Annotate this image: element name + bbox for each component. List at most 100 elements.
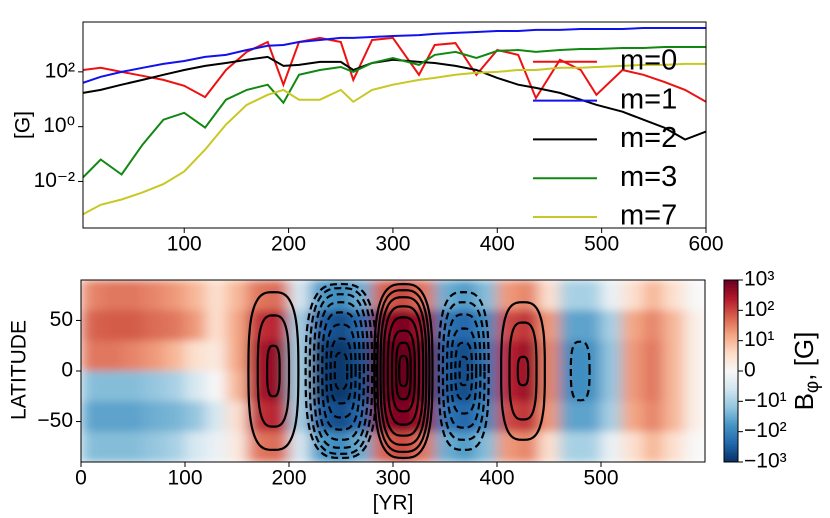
colorbar-swatch (724, 341, 738, 344)
heatmap-cell (164, 371, 186, 402)
heatmap-cell (81, 280, 103, 311)
heatmap-cell (663, 431, 685, 462)
heatmap-cell (122, 310, 144, 342)
heatmap-cell (101, 280, 124, 311)
heatmap-cell (164, 310, 186, 342)
heatmap-cell (559, 280, 581, 311)
colorbar-swatch (724, 320, 738, 323)
heatmap-cell (559, 371, 581, 402)
heatmap-cell (538, 280, 560, 311)
x-tick-label: 100 (167, 467, 202, 490)
heatmap-cell (81, 371, 103, 402)
heatmap-cell (143, 340, 165, 372)
colorbar-swatch (724, 419, 738, 422)
heatmap-cell (247, 401, 269, 433)
colorbar-swatch (724, 372, 738, 375)
heatmap-cell (143, 371, 165, 402)
colorbar-swatch (724, 390, 738, 393)
colorbar-swatch (724, 429, 738, 432)
contour-line (321, 311, 361, 431)
colorbar-swatch (724, 303, 738, 307)
heatmap-cell (580, 340, 602, 372)
contour-line (569, 340, 591, 402)
heatmap-cell (497, 431, 519, 462)
heatmap-cell (642, 431, 664, 462)
colorbar-swatch (724, 358, 738, 361)
colorbar-swatch (724, 291, 738, 294)
colorbar-swatch (724, 375, 738, 378)
heatmap-cell (143, 310, 165, 342)
colorbar-swatch (724, 299, 738, 302)
plot-area (83, 27, 706, 216)
heatmap-cell (101, 310, 124, 342)
heatmap-cell (601, 431, 623, 462)
heatmap-cell (81, 310, 103, 342)
heatmap-cell (268, 310, 290, 342)
contour-line (508, 321, 538, 421)
colorbar-swatch (724, 411, 738, 414)
heatmap-cell (580, 371, 602, 402)
heatmap-cell (289, 280, 311, 311)
colorbar-swatch (724, 394, 738, 398)
contours (247, 282, 591, 460)
colorbar-swatch (724, 393, 738, 396)
heatmap-cell (393, 280, 415, 311)
heatmap-cell (621, 431, 644, 462)
x-tick-label: 300 (375, 233, 410, 256)
colorbar-swatch (724, 338, 738, 341)
legend-label: m=7 (620, 200, 677, 232)
heatmap-cell (601, 280, 623, 311)
heatmap-cell (185, 340, 207, 372)
heatmap-cell (205, 280, 228, 311)
colorbar-swatch (724, 401, 738, 404)
colorbar-swatch (724, 448, 738, 451)
colorbar-swatch (724, 385, 738, 388)
x-tick-label: 0 (75, 467, 87, 490)
heatmap-cell (226, 340, 248, 372)
heatmap-cell (122, 401, 144, 433)
colorbar-swatch (724, 281, 738, 284)
heatmap-cell (164, 401, 186, 433)
heatmap-cell (476, 371, 498, 402)
colorbar-swatch (724, 302, 738, 305)
contour-line (266, 344, 281, 398)
heatmap-cell (476, 431, 498, 462)
colorbar-swatch (724, 425, 738, 428)
colorbar-swatch (724, 316, 738, 319)
heatmap-cell (621, 371, 644, 402)
heatmap-cell (205, 310, 228, 342)
colorbar-swatch (724, 452, 738, 455)
heatmap-cell (309, 401, 332, 433)
contour-line (450, 327, 478, 415)
heatmap-cell (663, 401, 685, 433)
heatmap-cell (684, 401, 705, 433)
series-line (83, 36, 706, 103)
heatmap-cell (164, 280, 186, 311)
heatmap-cell (226, 310, 248, 342)
colorbar-swatch (724, 305, 738, 308)
heatmap-cell (476, 340, 498, 372)
contour-line (379, 296, 428, 446)
contour-line (373, 282, 434, 460)
heatmap-cell (122, 340, 144, 372)
colorbar-swatch (724, 428, 738, 431)
heatmap-cell (621, 280, 644, 311)
heatmap-cell (684, 280, 705, 311)
colorbar-tick-label: 10¹ (744, 328, 774, 351)
x-tick-label: 200 (271, 233, 306, 256)
colorbar-swatch (724, 294, 738, 297)
colorbar-swatch (724, 311, 738, 314)
y-tick-label: 0 (61, 359, 73, 382)
heatmap-cell (663, 280, 685, 311)
contour-line (386, 316, 421, 426)
heatmap-cell (538, 371, 560, 402)
heatmap-cell (185, 401, 207, 433)
x-tick-label: 400 (479, 467, 514, 490)
colorbar-swatch (724, 349, 738, 352)
colorbar-swatch (724, 443, 738, 446)
heatmap-cell (247, 310, 269, 342)
contour-line (437, 290, 490, 452)
heatmap-cell (268, 401, 290, 433)
heatmap-cell (684, 431, 705, 462)
